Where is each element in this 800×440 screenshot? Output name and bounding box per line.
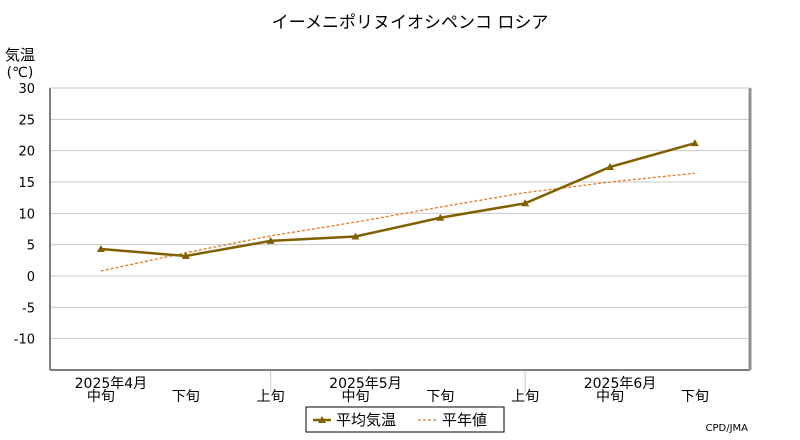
x-period-label: 上旬 bbox=[257, 389, 285, 405]
grid-lines bbox=[50, 87, 750, 392]
chart-title: イーメニポリヌイオシペンコ ロシア bbox=[272, 13, 549, 33]
y-tick-label: 5 bbox=[27, 239, 35, 254]
y-tick-label: 10 bbox=[18, 207, 35, 222]
legend: 平均気温 平年値 bbox=[305, 406, 505, 433]
y-tick-label: 0 bbox=[27, 270, 35, 285]
y-tick-label: 20 bbox=[18, 145, 35, 160]
mean-data-point bbox=[436, 213, 445, 221]
series-lines bbox=[96, 139, 699, 272]
x-period-label: 上旬 bbox=[511, 389, 539, 405]
y-axis-label-line2: (℃) bbox=[7, 65, 34, 81]
normal-series-line bbox=[100, 172, 695, 272]
legend-triangle-marker-icon bbox=[318, 416, 326, 423]
mean-data-point bbox=[606, 162, 614, 170]
x-month-label: 2025年5月 bbox=[329, 376, 402, 392]
legend-box bbox=[305, 406, 505, 433]
mean-data-point bbox=[351, 232, 360, 240]
x-period-label: 下旬 bbox=[172, 389, 200, 405]
x-period-label: 中旬 bbox=[87, 389, 115, 405]
x-axis-labels: 中旬 下旬 上旬 中旬 下旬 上旬 中旬 下旬 2025年4月 2025年5月 2025年6月 bbox=[75, 376, 709, 405]
y-tick-label: 30 bbox=[18, 82, 35, 97]
y-axis-label-line1: 気温 bbox=[5, 46, 35, 64]
plot-area bbox=[50, 88, 750, 370]
y-tick-labels: 30 25 20 15 10 5 0 -5 -10 bbox=[14, 82, 35, 348]
x-period-label: 中旬 bbox=[341, 389, 369, 405]
mean-series-line bbox=[100, 141, 696, 258]
x-period-label: 下旬 bbox=[426, 389, 454, 405]
mean-data-point bbox=[181, 251, 190, 259]
mean-data-point bbox=[266, 236, 275, 244]
x-month-label: 2025年4月 bbox=[75, 376, 148, 392]
y-tick-label: 25 bbox=[18, 113, 35, 128]
legend-label-mean: 平均気温 bbox=[336, 411, 396, 429]
y-tick-label: -10 bbox=[14, 333, 35, 348]
x-period-label: 下旬 bbox=[681, 389, 709, 405]
legend-label-normal: 平年値 bbox=[442, 411, 487, 429]
mean-data-point bbox=[96, 245, 105, 253]
x-period-label: 中旬 bbox=[596, 389, 624, 405]
credit-text: CPD/JMA bbox=[706, 423, 749, 434]
y-tick-label: 15 bbox=[18, 176, 35, 191]
mean-data-point bbox=[690, 139, 699, 147]
mean-data-point bbox=[521, 199, 530, 207]
plot-frame bbox=[49, 87, 752, 371]
x-month-label: 2025年6月 bbox=[584, 376, 657, 392]
y-tick-label: -5 bbox=[22, 301, 35, 316]
